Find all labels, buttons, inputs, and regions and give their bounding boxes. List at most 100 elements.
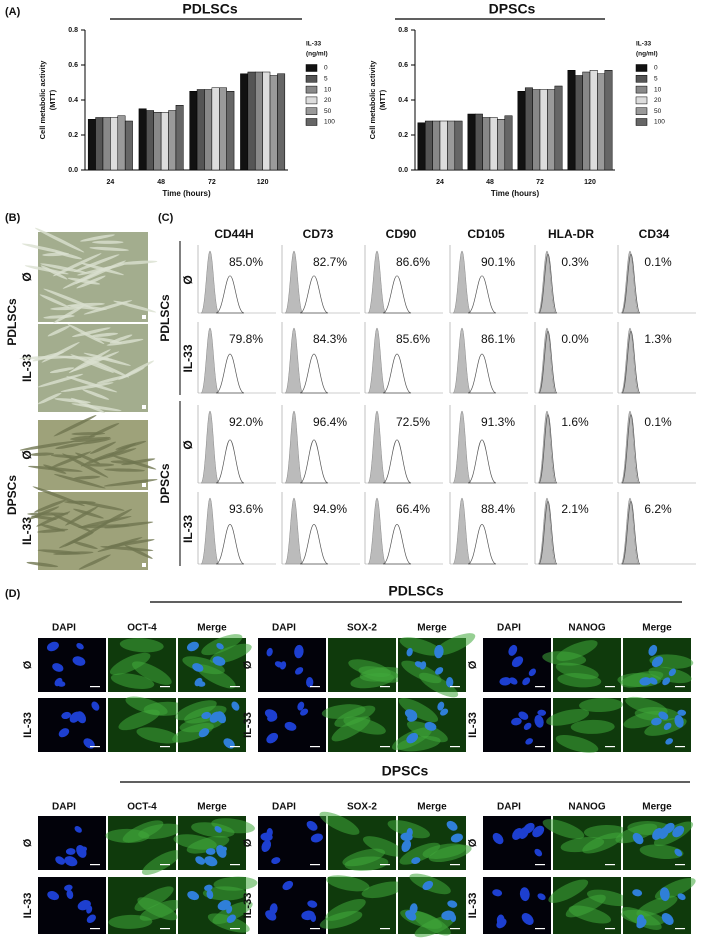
column-header: Merge (197, 802, 227, 813)
scale-bar (535, 746, 545, 748)
legend-label: 50 (654, 108, 662, 115)
percentage: 66.4% (396, 502, 430, 516)
cell (39, 294, 70, 308)
scale-bar (160, 928, 170, 930)
cell (70, 435, 95, 440)
column-header: Merge (417, 802, 447, 813)
nucleus (216, 845, 227, 858)
scale-bar (675, 928, 685, 930)
nucleus (261, 839, 272, 852)
nucleus (306, 820, 318, 831)
column-header: DAPI (52, 802, 76, 813)
isotype-histogram (620, 327, 640, 394)
nucleus (508, 644, 518, 656)
scale-bar (90, 864, 100, 866)
scale-bar (160, 864, 170, 866)
bar (196, 89, 205, 171)
cell (26, 561, 59, 568)
cell (97, 537, 143, 552)
isotype-histogram (620, 497, 640, 565)
percentage: 90.1% (481, 255, 515, 269)
cell (71, 403, 122, 412)
cell (53, 415, 97, 437)
micrograph (258, 638, 326, 692)
bar (474, 113, 483, 171)
marker-histogram (621, 253, 641, 314)
scale-bar (450, 864, 460, 866)
row-label: IL-33 (22, 893, 34, 919)
bar (247, 71, 256, 171)
nucleus (658, 711, 669, 720)
nucleus (636, 918, 647, 929)
column-header: DAPI (272, 623, 296, 634)
cell (87, 358, 130, 378)
scale-bar (380, 746, 390, 748)
nucleus (226, 914, 236, 924)
bar (168, 110, 177, 171)
nucleus (55, 856, 66, 865)
bar (102, 117, 111, 171)
nucleus (58, 728, 70, 738)
cell (34, 227, 85, 253)
bar (432, 120, 441, 171)
scale-bar (160, 746, 170, 748)
cytoplasm (137, 897, 178, 921)
cell (90, 441, 116, 454)
cytoplasm (555, 662, 599, 680)
bar (262, 71, 271, 171)
scale-bar (90, 928, 100, 930)
cell (28, 465, 83, 472)
legend-label: 100 (654, 119, 665, 126)
nucleus (83, 738, 95, 749)
percentage: 86.6% (396, 255, 430, 269)
scale-bar (160, 686, 170, 688)
cell (47, 451, 92, 470)
nucleus (518, 711, 529, 720)
isotype-histogram (284, 327, 304, 394)
legend-swatch (635, 96, 648, 105)
scale-bar (310, 686, 320, 688)
row-label: IL-33 (181, 344, 195, 372)
cytoplasm (411, 911, 451, 936)
marker-histogram (621, 500, 641, 565)
nucleus (205, 848, 216, 855)
percentage: 94.9% (313, 502, 347, 516)
cell (73, 475, 101, 480)
nucleus (661, 913, 674, 925)
bar (524, 87, 533, 171)
legend-label: 5 (324, 76, 328, 83)
cytoplasm (565, 894, 606, 918)
cytoplasm (213, 876, 258, 891)
legend-label: 0 (654, 65, 658, 72)
row-label: Ø (467, 660, 479, 669)
percentage: 1.6% (561, 415, 589, 429)
bar (211, 87, 220, 171)
nucleus (437, 701, 445, 711)
percentage: 1.3% (644, 332, 672, 346)
legend-swatch (305, 107, 318, 115)
marker-histogram (467, 524, 497, 565)
nucleus (266, 732, 279, 744)
cell (54, 398, 91, 404)
scale-bar (605, 928, 615, 930)
nucleus (260, 832, 273, 842)
nucleus (69, 711, 81, 723)
cell (29, 452, 55, 456)
nucleus (492, 889, 503, 897)
cell (62, 453, 109, 478)
cell (64, 500, 96, 504)
row-label: IL-33 (242, 712, 254, 738)
scale-bar (605, 686, 615, 688)
bar (269, 75, 278, 171)
nucleus (295, 667, 304, 675)
nucleus (534, 848, 543, 857)
nucleus (192, 663, 204, 672)
cell (19, 355, 76, 360)
cytoplasm (344, 856, 389, 871)
isotype-histogram (452, 327, 472, 394)
panel-label: (C) (158, 212, 174, 224)
scale-bar (230, 864, 240, 866)
y-axis-label: Cell metabolic activity (368, 60, 377, 140)
nucleus (511, 717, 522, 726)
percentage: 91.3% (481, 415, 515, 429)
